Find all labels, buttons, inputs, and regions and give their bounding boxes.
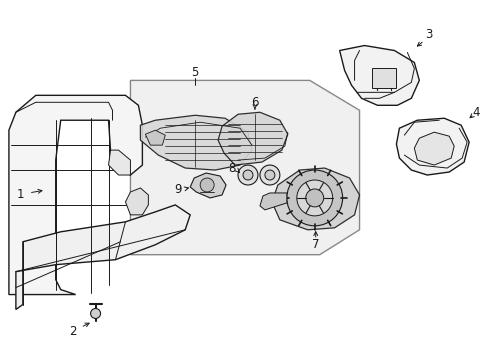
Circle shape <box>90 309 101 319</box>
Circle shape <box>296 180 332 216</box>
Polygon shape <box>190 173 225 198</box>
Text: 5: 5 <box>191 66 199 79</box>
Text: 2: 2 <box>69 325 76 338</box>
Circle shape <box>264 170 274 180</box>
FancyBboxPatch shape <box>371 68 396 88</box>
Circle shape <box>200 178 214 192</box>
Circle shape <box>305 189 323 207</box>
Polygon shape <box>339 45 419 105</box>
Text: 7: 7 <box>311 238 319 251</box>
Text: 4: 4 <box>471 106 479 119</box>
Polygon shape <box>130 80 359 255</box>
Circle shape <box>260 165 279 185</box>
Polygon shape <box>396 118 468 175</box>
Text: 8: 8 <box>228 162 235 175</box>
Polygon shape <box>413 132 453 165</box>
Polygon shape <box>108 150 130 175</box>
Text: 9: 9 <box>174 184 182 197</box>
Text: 1: 1 <box>17 188 24 202</box>
Polygon shape <box>260 193 286 210</box>
Circle shape <box>238 165 258 185</box>
Polygon shape <box>16 205 190 310</box>
Polygon shape <box>271 168 359 230</box>
Polygon shape <box>218 112 287 165</box>
Polygon shape <box>125 188 148 215</box>
Polygon shape <box>140 115 251 170</box>
Polygon shape <box>145 130 165 145</box>
Circle shape <box>243 170 252 180</box>
Text: 6: 6 <box>251 96 258 109</box>
Circle shape <box>286 170 342 226</box>
Polygon shape <box>9 95 142 294</box>
Text: 3: 3 <box>425 28 432 41</box>
